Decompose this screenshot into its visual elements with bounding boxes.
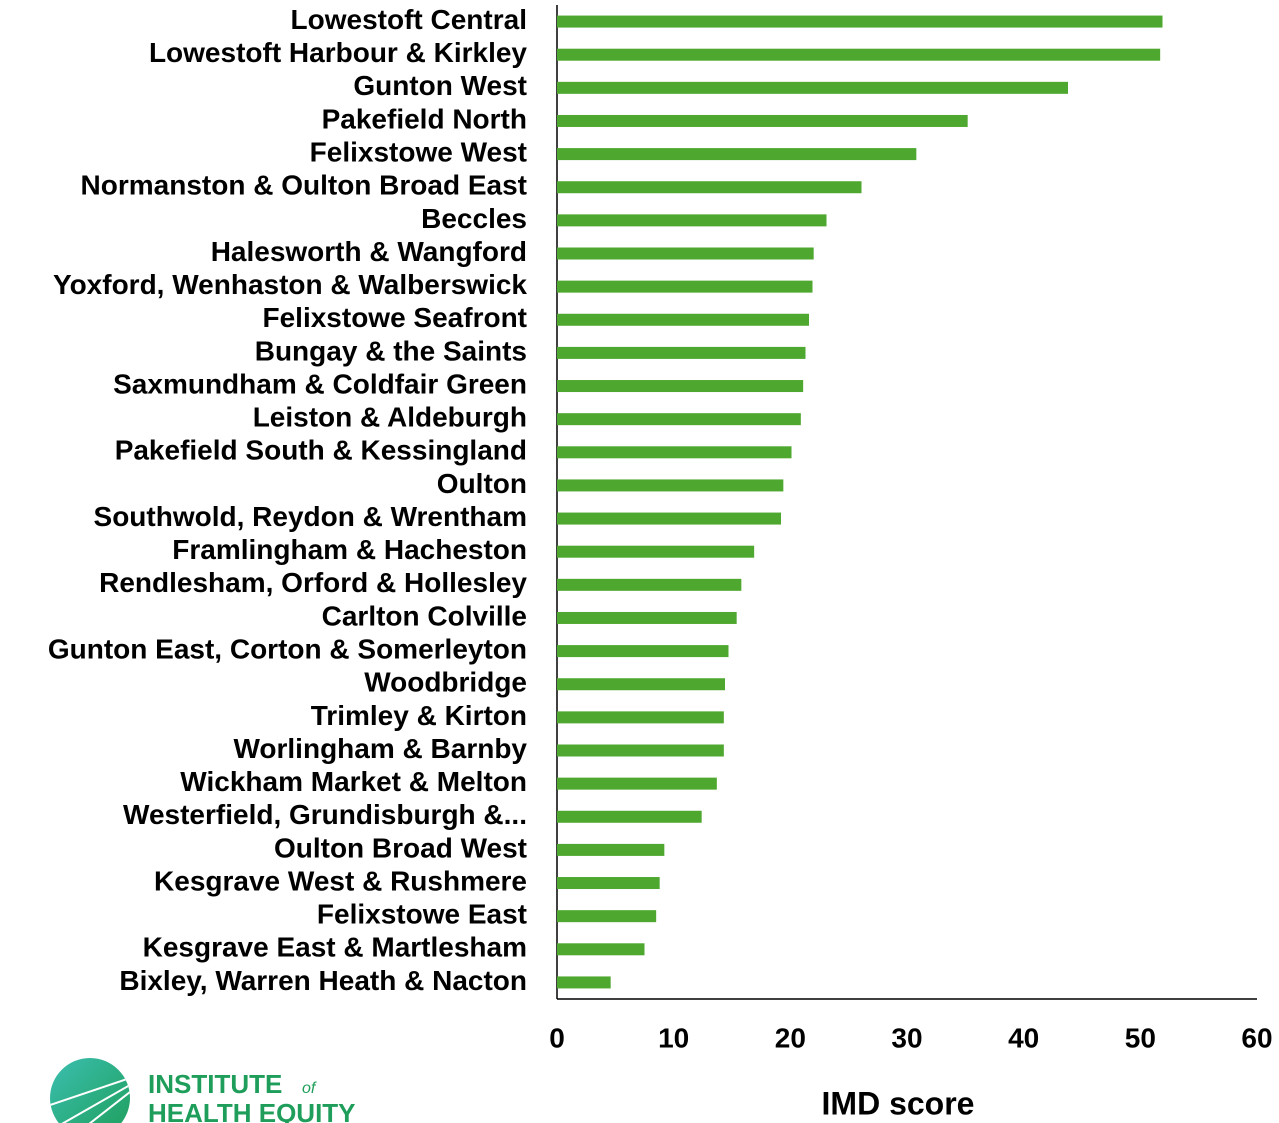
x-tick-label: 10 [658, 1022, 689, 1053]
bar [557, 678, 725, 691]
bar [557, 744, 724, 757]
bar [557, 611, 737, 624]
bar [557, 346, 806, 359]
y-tick-label: Gunton East, Corton & Somerleyton [48, 633, 527, 664]
logo-text: INSTITUTE [148, 1069, 282, 1099]
y-tick-label: Lowestoft Central [291, 4, 527, 35]
y-tick-label: Oulton Broad West [274, 832, 527, 863]
bar [557, 976, 611, 989]
bar [557, 48, 1161, 61]
bar [557, 214, 827, 227]
y-tick-label: Beccles [421, 203, 527, 234]
y-tick-label: Rendlesham, Orford & Hollesley [99, 567, 527, 598]
bar [557, 413, 801, 426]
logo-text: of [302, 1080, 317, 1097]
y-tick-label: Oulton [437, 468, 527, 499]
bar [557, 777, 717, 790]
y-tick-label: Gunton West [353, 70, 527, 101]
bar [557, 810, 702, 823]
y-tick-label: Leiston & Aldeburgh [253, 402, 527, 433]
y-tick-label: Felixstowe Seafront [262, 302, 527, 333]
bar [557, 446, 792, 459]
bar [557, 247, 814, 260]
y-tick-label: Wickham Market & Melton [180, 766, 527, 797]
bar [557, 843, 665, 856]
x-axis-label: IMD score [822, 1085, 975, 1121]
y-tick-label: Southwold, Reydon & Wrentham [94, 501, 527, 532]
x-tick-label: 30 [891, 1022, 922, 1053]
y-tick-label: Lowestoft Harbour & Kirkley [149, 37, 527, 68]
y-tick-label: Woodbridge [364, 667, 527, 698]
y-tick-label: Felixstowe East [317, 899, 527, 930]
y-tick-label: Yoxford, Wenhaston & Walberswick [53, 269, 527, 300]
y-tick-label: Carlton Colville [322, 600, 527, 631]
y-tick-label: Saxmundham & Coldfair Green [113, 368, 527, 399]
bar [557, 15, 1163, 28]
y-tick-label: Bungay & the Saints [255, 335, 527, 366]
bar [557, 313, 809, 326]
bar [557, 479, 784, 492]
y-tick-label: Pakefield North [322, 103, 527, 134]
bar [557, 711, 724, 724]
bar [557, 280, 813, 293]
bar [557, 645, 729, 658]
bar [557, 81, 1068, 94]
bar [557, 512, 781, 525]
y-tick-label: Trimley & Kirton [311, 700, 527, 731]
y-tick-label: Normanston & Oulton Broad East [81, 170, 527, 201]
y-tick-label: Felixstowe West [310, 136, 527, 167]
y-tick-label: Kesgrave West & Rushmere [154, 865, 527, 896]
x-tick-label: 50 [1125, 1022, 1156, 1053]
x-tick-label: 40 [1008, 1022, 1039, 1053]
logo-mark [50, 1058, 130, 1123]
y-tick-label: Halesworth & Wangford [211, 236, 527, 267]
y-tick-label: Bixley, Warren Heath & Nacton [119, 965, 527, 996]
x-tick-label: 0 [549, 1022, 565, 1053]
y-tick-label: Worlingham & Barnby [233, 733, 527, 764]
bar [557, 380, 804, 393]
bar [557, 910, 657, 923]
logo-text: HEALTH EQUITY [148, 1098, 356, 1123]
y-tick-label: Framlingham & Hacheston [172, 534, 527, 565]
y-tick-label: Kesgrave East & Martlesham [143, 932, 527, 963]
y-tick-label: Westerfield, Grundisburgh &... [123, 799, 527, 830]
bar [557, 578, 742, 591]
y-tick-label: Pakefield South & Kessingland [115, 435, 527, 466]
bar [557, 943, 645, 956]
bar [557, 545, 755, 558]
bar [557, 181, 862, 194]
x-tick-label: 60 [1241, 1022, 1272, 1053]
bar [557, 877, 660, 890]
x-tick-label: 20 [775, 1022, 806, 1053]
bar [557, 114, 968, 127]
bar [557, 148, 917, 161]
